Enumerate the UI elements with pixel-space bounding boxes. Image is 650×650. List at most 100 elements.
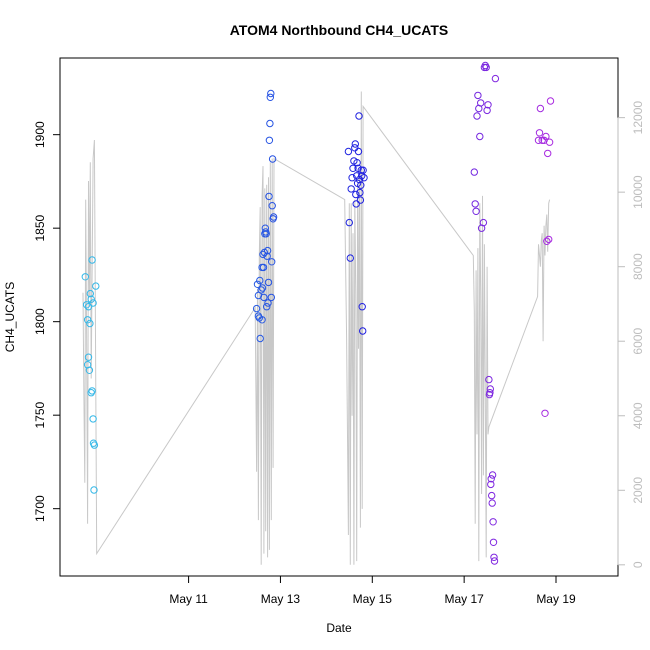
- data-point: [545, 235, 553, 244]
- data-point: [490, 553, 498, 561]
- data-point: [83, 316, 92, 324]
- data-point: [267, 293, 275, 302]
- y2-tick-label: 0: [631, 561, 645, 568]
- y2-tick-label: 6000: [631, 328, 645, 355]
- data-point: [489, 538, 498, 546]
- data-point: [472, 207, 480, 216]
- data-point: [544, 149, 552, 158]
- chart-title: ATOM4 Northbound CH4_UCATS: [230, 22, 449, 38]
- y2-tick-label: 10000: [631, 175, 645, 209]
- data-point: [352, 190, 360, 199]
- data-point: [87, 295, 95, 303]
- data-point: [268, 202, 276, 210]
- data-point: [92, 282, 100, 290]
- data-point: [538, 136, 546, 145]
- y2-tick-label: 12000: [631, 101, 645, 135]
- data-point: [354, 147, 363, 156]
- data-point: [348, 174, 356, 182]
- x-tick-label: May 17: [444, 592, 484, 606]
- altitude-line-group: [82, 91, 551, 565]
- y2-tick-label: 4000: [631, 402, 645, 429]
- x-tick-label: May 19: [536, 592, 576, 606]
- y-tick-label: 1800: [33, 308, 47, 335]
- data-point: [263, 252, 271, 260]
- data-point: [261, 224, 269, 232]
- data-point: [88, 387, 96, 395]
- data-point: [490, 557, 499, 565]
- data-point: [543, 237, 551, 246]
- data-point: [259, 250, 267, 259]
- data-point: [265, 136, 274, 145]
- data-point: [479, 218, 488, 227]
- data-point: [351, 144, 359, 152]
- data-point: [470, 168, 478, 176]
- data-point: [546, 97, 555, 105]
- data-point: [484, 101, 492, 109]
- altitude-line: [82, 91, 551, 565]
- data-point: [487, 480, 495, 489]
- data-point: [542, 132, 550, 141]
- data-point: [356, 188, 364, 197]
- data-point: [252, 304, 261, 313]
- y2-tick-label: 2000: [631, 477, 645, 504]
- data-point: [351, 140, 359, 148]
- data-point: [86, 319, 94, 328]
- y-tick-label: 1700: [33, 495, 47, 522]
- data-point: [482, 63, 490, 72]
- data-point: [253, 280, 262, 288]
- data-point: [265, 192, 273, 201]
- data-point: [347, 185, 355, 193]
- y-tick-label: 1900: [33, 121, 47, 148]
- data-point: [266, 93, 274, 102]
- data-point: [541, 409, 549, 417]
- data-point: [488, 499, 496, 507]
- data-point: [85, 366, 94, 374]
- right-y-axis: 0 2000 4000 6000 8000 10000 12000: [617, 101, 645, 568]
- data-point: [269, 213, 278, 221]
- x-tick-label: May 13: [261, 592, 301, 606]
- data-point: [352, 200, 360, 208]
- data-point: [359, 327, 367, 335]
- data-points-group: [81, 61, 555, 565]
- data-point: [473, 112, 481, 120]
- data-point: [355, 112, 363, 120]
- plot-frame: [59, 57, 619, 577]
- data-point: [486, 389, 494, 397]
- data-point: [545, 138, 554, 146]
- data-point: [89, 299, 97, 307]
- data-point: [266, 119, 274, 128]
- data-point: [256, 276, 264, 285]
- data-point: [491, 74, 500, 83]
- data-point: [355, 175, 364, 184]
- data-point: [476, 132, 484, 141]
- data-point: [260, 293, 268, 302]
- x-axis-label: Date: [326, 621, 352, 635]
- data-point: [254, 312, 263, 320]
- data-point: [489, 518, 497, 526]
- data-point: [263, 246, 272, 255]
- data-point: [488, 491, 496, 500]
- data-point: [477, 99, 485, 107]
- data-point: [483, 106, 491, 115]
- y2-tick-label: 8000: [631, 253, 645, 280]
- data-point: [353, 159, 361, 167]
- data-point: [536, 104, 545, 113]
- y-axis: 1700 1750 1800 1850 1900: [33, 121, 60, 522]
- data-point: [471, 200, 479, 208]
- data-point: [344, 147, 353, 156]
- data-point: [256, 334, 264, 343]
- data-point: [81, 273, 90, 281]
- data-point: [82, 301, 91, 309]
- data-point: [357, 181, 365, 189]
- data-point: [487, 475, 495, 483]
- data-point: [345, 218, 353, 227]
- data-point: [88, 256, 96, 264]
- data-point: [263, 303, 271, 311]
- data-point: [90, 441, 99, 449]
- data-point: [346, 254, 354, 262]
- data-point: [267, 89, 275, 98]
- data-point: [359, 166, 367, 174]
- data-point: [89, 415, 97, 423]
- x-tick-label: May 11: [169, 592, 208, 606]
